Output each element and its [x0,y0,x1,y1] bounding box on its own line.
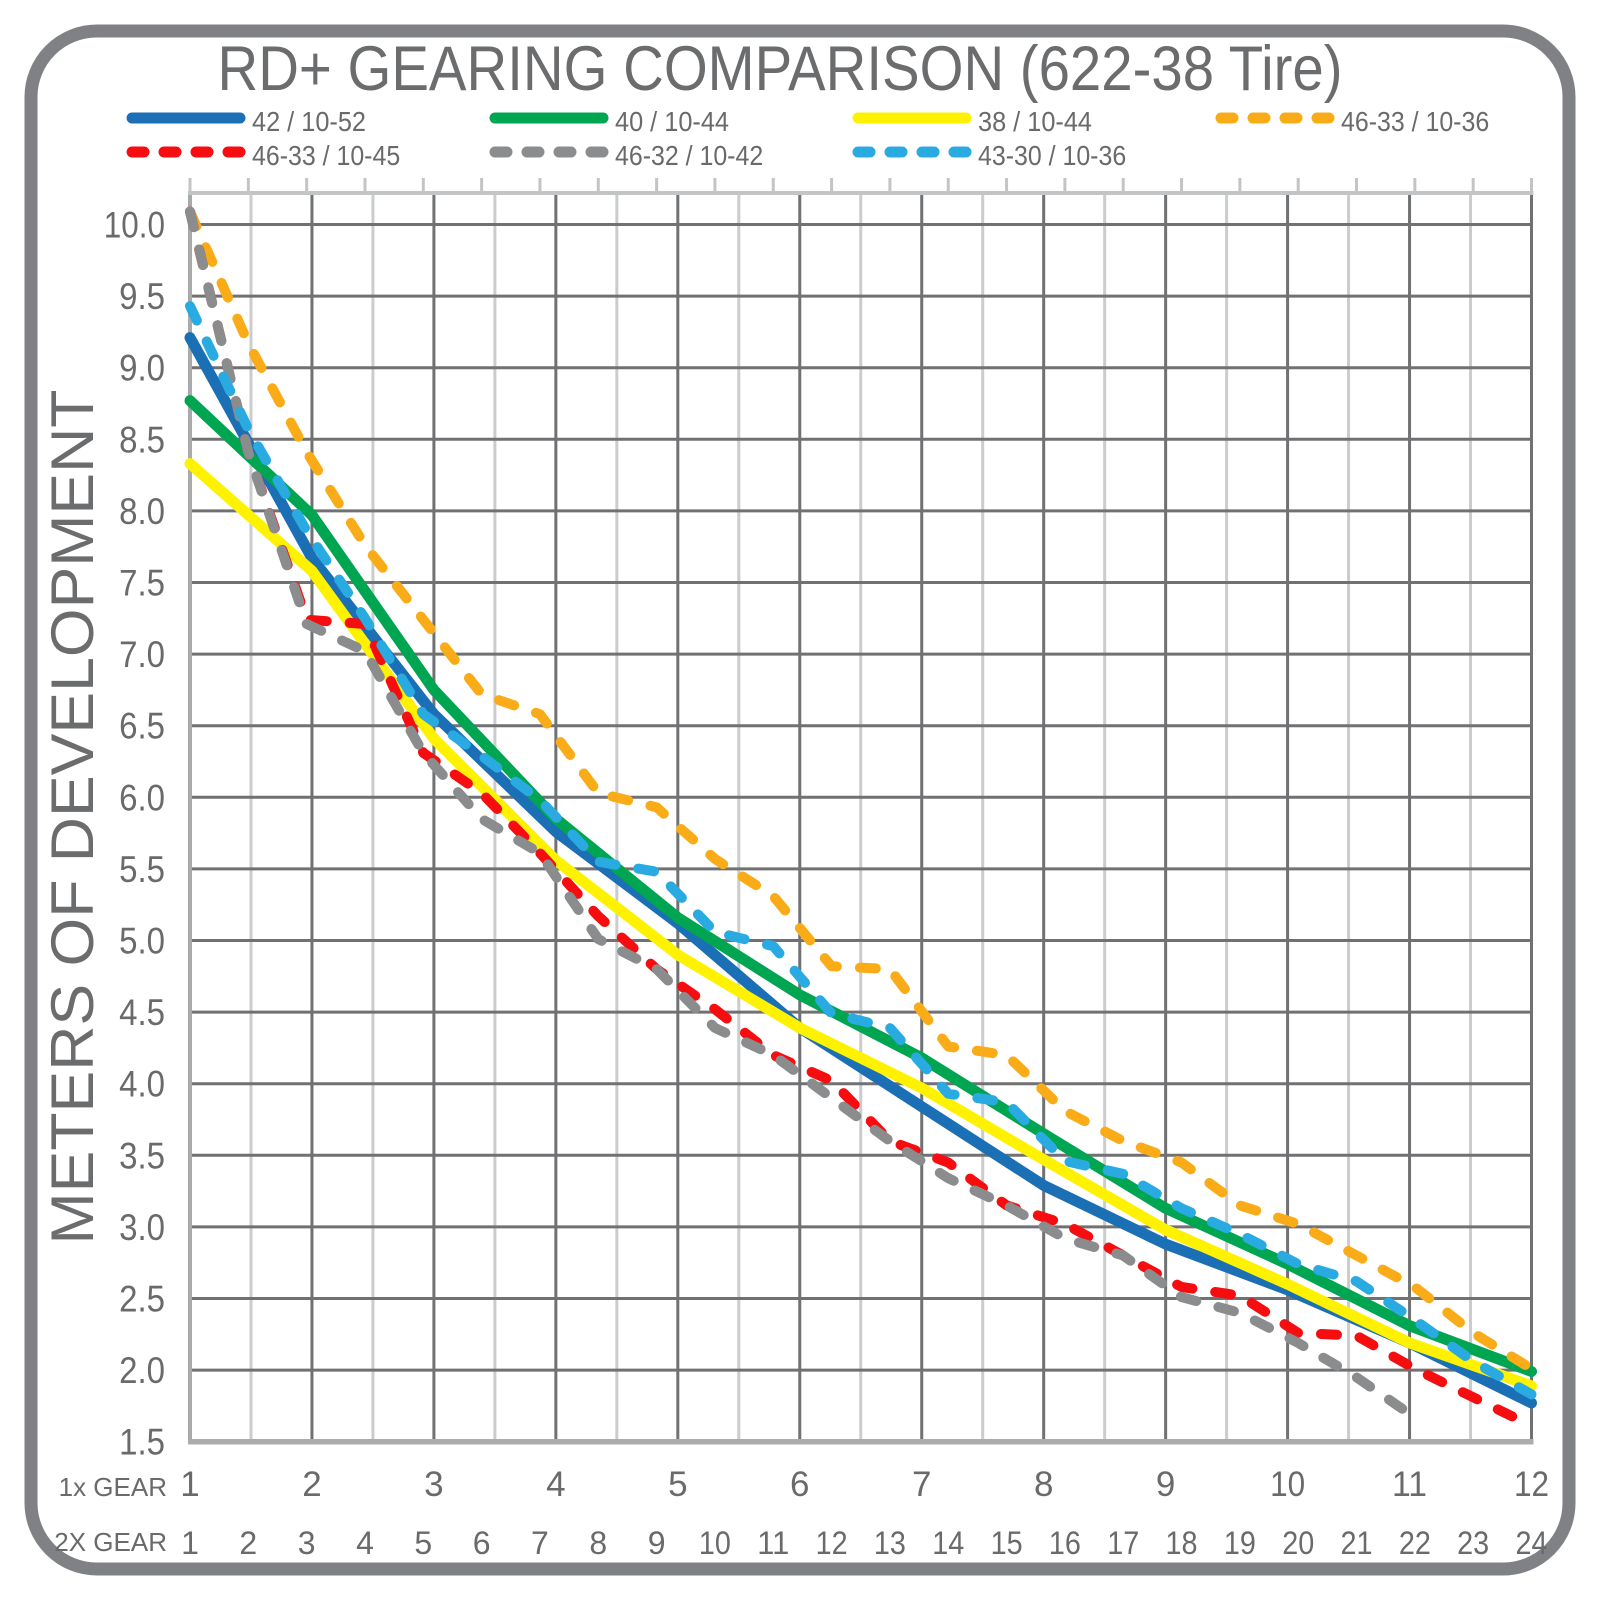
x-1x-gear-number: 9 [1156,1465,1175,1504]
x-1x-gear-number: 10 [1270,1465,1305,1504]
legend-label: 46-33 / 10-36 [1341,106,1489,137]
x-2x-gear-number: 23 [1457,1525,1489,1561]
y-tick-label: 5.0 [119,921,165,962]
legend-item: 40 / 10-44 [489,106,729,137]
x-1x-gear-number: 11 [1392,1465,1427,1504]
legend-item: 42 / 10-52 [126,106,366,137]
x-2x-gear-number: 10 [699,1525,731,1561]
y-tick-label: 6.5 [119,706,165,747]
y-tick-label: 2.5 [119,1279,165,1320]
x-2x-gear-number: 19 [1224,1525,1256,1561]
x-axis-2x-gear-numbers: 1 2 3 4 5 6 7 8 9 10 11 12 13 14 15 16 17 18 19 20 21 22 23 24 [181,1525,1547,1561]
y-tick-label: 4.5 [119,992,165,1033]
y-tick-label: 8.0 [119,491,165,532]
x-1x-gear-number: 4 [546,1465,565,1504]
y-axis-title: METERS OF DEVELOPMENT [39,390,106,1245]
x-2x-gear-number: 21 [1341,1525,1373,1561]
y-tick-label: 1.5 [119,1422,165,1463]
x-1x-gear-number: 1 [180,1465,199,1504]
x-2x-gear-number: 22 [1399,1525,1431,1561]
y-tick-label: 7.5 [119,563,165,604]
y-tick-label: 4.0 [119,1064,165,1105]
x-2x-gear-number: 7 [531,1525,549,1561]
series-line-46-32-10-42 [185,206,1420,1423]
x-2x-gear-number: 20 [1282,1525,1314,1561]
legend-item: 46-33 / 10-45 [126,140,400,171]
x-1x-gear-number: 2 [302,1465,321,1504]
legend: 42 / 10-52 40 / 10-44 38 / 10-44 46-33 / 10… [126,106,1489,171]
x-1x-gear-number: 6 [790,1465,809,1504]
y-tick-label: 8.5 [119,419,165,460]
x-2x-gear-number: 17 [1107,1525,1139,1561]
grid-major-lines [190,193,1533,1442]
y-tick-label: 7.0 [119,634,165,675]
x-axis-1x-gear-numbers: 1 2 3 4 5 6 7 8 9 10 11 12 [180,1465,1549,1504]
y-tick-label: 2.0 [119,1350,165,1391]
y-tick-label: 3.0 [119,1207,165,1248]
x-1x-gear-number: 8 [1034,1465,1053,1504]
panel-frame-border [24,24,1576,1576]
x-2x-gear-number: 9 [648,1525,666,1561]
x-2x-gear-number: 15 [991,1525,1023,1561]
x-2x-gear-number: 18 [1166,1525,1198,1561]
x-2x-gear-number: 13 [874,1525,906,1561]
x-2x-gear-number: 5 [414,1525,432,1561]
x-1x-gear-number: 5 [668,1465,687,1504]
top-axis-ticks [188,178,1533,191]
legend-label: 46-33 / 10-45 [252,140,400,171]
x-2x-gear-number: 4 [356,1525,374,1561]
series-line-46-33-10-36 [185,206,1537,1374]
x-1x-gear-number: 12 [1514,1465,1549,1504]
legend-label: 43-30 / 10-36 [978,140,1126,171]
legend-label: 40 / 10-44 [615,106,729,137]
y-axis-tick-labels: 10.0 9.5 9.0 8.5 8.0 7.5 7.0 6.5 6.0 5.5 5.0 4.5 4.0… [104,205,165,1463]
grid-minor-lines [249,193,1473,1442]
x-2x-gear-number: 2 [239,1525,257,1561]
y-tick-label: 10.0 [104,205,165,246]
legend-item: 38 / 10-44 [852,106,1092,137]
y-tick-label: 9.5 [119,276,165,317]
x-2x-gear-number: 24 [1516,1525,1548,1561]
x-2x-gear-number: 1 [181,1525,199,1561]
x-1x-gear-number: 3 [424,1465,443,1504]
x-2x-gear-number: 12 [816,1525,848,1561]
y-tick-label: 3.5 [119,1135,165,1176]
legend-label: 42 / 10-52 [252,106,366,137]
x-2x-gear-number: 3 [298,1525,316,1561]
series-lines [184,206,1537,1431]
x-2x-gear-number: 8 [589,1525,607,1561]
series-line-38-10-44 [184,458,1537,1392]
legend-label: 38 / 10-44 [978,106,1092,137]
x-2x-gear-number: 16 [1049,1525,1081,1561]
series-line-43-30-10-36 [185,301,1537,1400]
series-line-40-10-44 [184,395,1537,1377]
x-2x-gear-number: 14 [932,1525,964,1561]
x-axis-row-label-2x: 2X GEAR [54,1527,167,1557]
legend-label: 46-32 / 10-42 [615,140,763,171]
x-axis-row-label-1x: 1x GEAR [59,1472,167,1502]
x-2x-gear-number: 6 [473,1525,491,1561]
y-tick-label: 9.0 [119,348,165,389]
x-2x-gear-number: 11 [757,1525,789,1561]
x-1x-gear-number: 7 [912,1465,931,1504]
legend-item: 43-30 / 10-36 [852,140,1126,171]
y-tick-label: 6.0 [119,777,165,818]
chart-title: RD+ GEARING COMPARISON (622-38 Tire) [218,34,1343,104]
legend-item: 46-32 / 10-42 [489,140,763,171]
legend-item: 46-33 / 10-36 [1215,106,1489,137]
y-tick-label: 5.5 [119,849,165,890]
